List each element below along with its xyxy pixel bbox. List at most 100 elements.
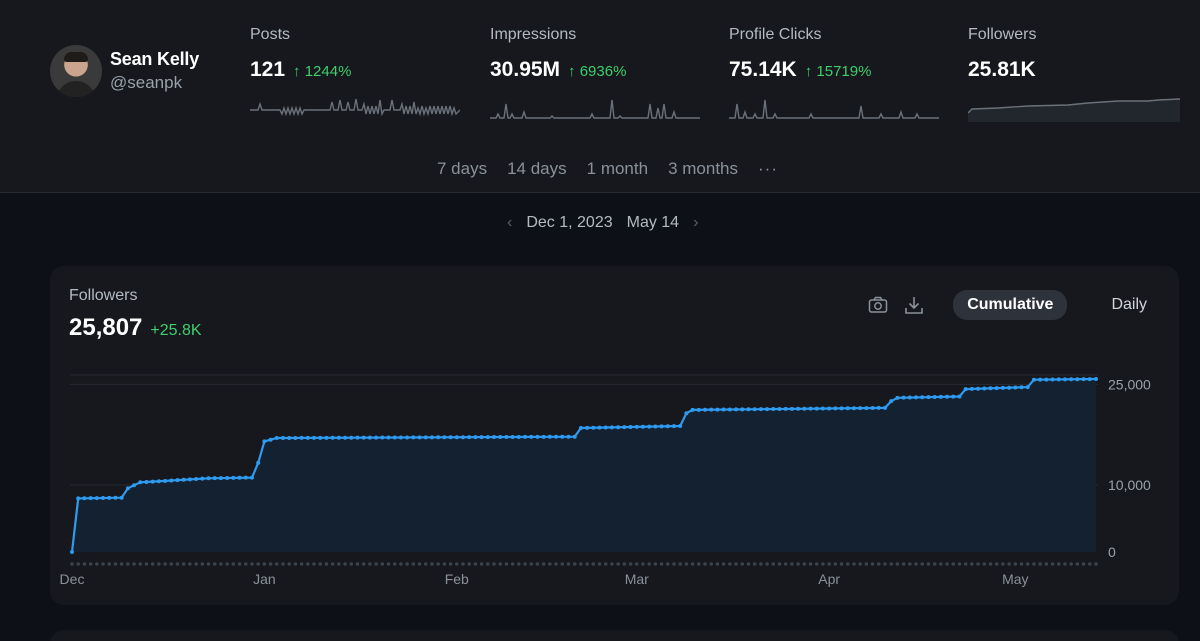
- data-point: [771, 407, 776, 412]
- data-point: [727, 407, 732, 412]
- data-point: [839, 406, 844, 411]
- data-point: [554, 434, 559, 439]
- cumulative-toggle[interactable]: Cumulative: [953, 290, 1068, 320]
- data-point: [802, 406, 807, 411]
- activity-dot: [1025, 562, 1030, 566]
- activity-dot: [566, 562, 571, 566]
- date-end[interactable]: May 14: [626, 214, 680, 231]
- activity-dot: [163, 562, 167, 566]
- arrow-up-icon: ↑: [568, 63, 576, 80]
- data-point: [882, 405, 887, 410]
- data-point: [1069, 377, 1074, 382]
- data-point: [572, 434, 577, 439]
- data-point: [287, 435, 292, 440]
- activity-dot: [616, 562, 620, 566]
- activity-dot: [622, 562, 627, 566]
- date-start[interactable]: Dec 1, 2023: [526, 214, 613, 231]
- activity-dot: [560, 562, 565, 566]
- data-point: [690, 407, 695, 412]
- data-point: [740, 407, 745, 412]
- data-point: [665, 424, 670, 429]
- download-icon[interactable]: [903, 294, 925, 316]
- data-point: [448, 435, 453, 440]
- activity-dot: [206, 562, 211, 566]
- activity-dot: [833, 562, 838, 566]
- activity-dot: [380, 562, 385, 566]
- data-point: [386, 435, 391, 440]
- range-7-days[interactable]: 7 days: [437, 159, 488, 178]
- activity-dot: [920, 562, 925, 566]
- activity-dot: [597, 562, 602, 566]
- data-point: [1087, 377, 1092, 382]
- data-point: [516, 434, 521, 439]
- data-point: [200, 476, 205, 481]
- activity-dot: [1056, 562, 1061, 566]
- activity-dot: [343, 562, 347, 566]
- range-3-months[interactable]: 3 months: [668, 159, 739, 178]
- activity-dot: [169, 562, 174, 566]
- range-1-month[interactable]: 1 month: [586, 159, 649, 178]
- activity-dot: [541, 562, 546, 566]
- activity-dot: [814, 562, 819, 566]
- data-point: [597, 425, 602, 430]
- stat-profile-clicks[interactable]: Profile Clicks 75.14K ↑ 15719%: [729, 26, 941, 119]
- data-point: [634, 424, 639, 429]
- data-point: [876, 405, 881, 410]
- data-point: [758, 407, 763, 412]
- data-point: [671, 424, 676, 429]
- activity-dot: [181, 562, 186, 566]
- data-point: [212, 476, 217, 481]
- camera-icon[interactable]: [867, 294, 889, 316]
- stat-posts[interactable]: Posts 121 ↑ 1244%: [250, 26, 462, 117]
- activity-dot: [926, 562, 931, 566]
- activity-dot: [585, 562, 589, 566]
- data-point: [473, 435, 478, 440]
- data-point: [523, 434, 528, 439]
- activity-dot: [256, 562, 260, 566]
- activity-dot: [752, 562, 757, 566]
- chevron-right-icon[interactable]: ›: [693, 214, 699, 231]
- activity-dot: [1019, 562, 1024, 566]
- range-14-days[interactable]: 14 days: [507, 159, 567, 178]
- data-point: [380, 435, 385, 440]
- data-point: [94, 496, 99, 501]
- activity-dot: [324, 562, 329, 566]
- stat-impressions[interactable]: Impressions 30.95M ↑ 6936%: [490, 26, 702, 119]
- chevron-left-icon[interactable]: ‹: [507, 214, 513, 231]
- data-point: [107, 495, 112, 500]
- avatar[interactable]: [50, 45, 102, 97]
- activity-dot: [287, 562, 292, 566]
- data-point: [243, 475, 248, 480]
- data-point: [591, 425, 596, 430]
- data-point: [914, 395, 919, 400]
- activity-dot: [150, 562, 155, 566]
- activity-dot: [386, 562, 391, 566]
- activity-dot: [740, 562, 745, 566]
- stat-change: ↑ 1244%: [293, 63, 352, 80]
- activity-dot: [895, 562, 900, 566]
- activity-dot: [88, 562, 93, 566]
- more-ranges-button[interactable]: ···: [758, 159, 778, 178]
- stat-value: 75.14K: [729, 58, 797, 81]
- activity-dot: [126, 562, 130, 566]
- data-point: [256, 460, 261, 465]
- activity-dot: [852, 562, 856, 566]
- profile-name: Sean Kelly: [110, 49, 200, 69]
- stat-change: ↑ 15719%: [804, 63, 872, 80]
- data-point: [1000, 385, 1005, 390]
- activity-dot: [1032, 562, 1036, 566]
- data-point: [423, 435, 428, 440]
- data-point: [926, 395, 931, 400]
- data-point: [485, 435, 490, 440]
- activity-dot: [876, 562, 881, 566]
- data-point: [187, 477, 192, 482]
- daily-toggle[interactable]: Daily: [1111, 296, 1147, 313]
- data-point: [796, 406, 801, 411]
- data-point: [628, 424, 633, 429]
- chart-title: Followers: [69, 287, 138, 304]
- followers-chart-card: Followers 25,807 +25.8K Cumulative Daily…: [50, 266, 1179, 605]
- activity-dot: [330, 562, 335, 566]
- activity-dot: [231, 562, 236, 566]
- stat-followers[interactable]: Followers 25.81K: [968, 26, 1180, 122]
- data-point: [547, 434, 552, 439]
